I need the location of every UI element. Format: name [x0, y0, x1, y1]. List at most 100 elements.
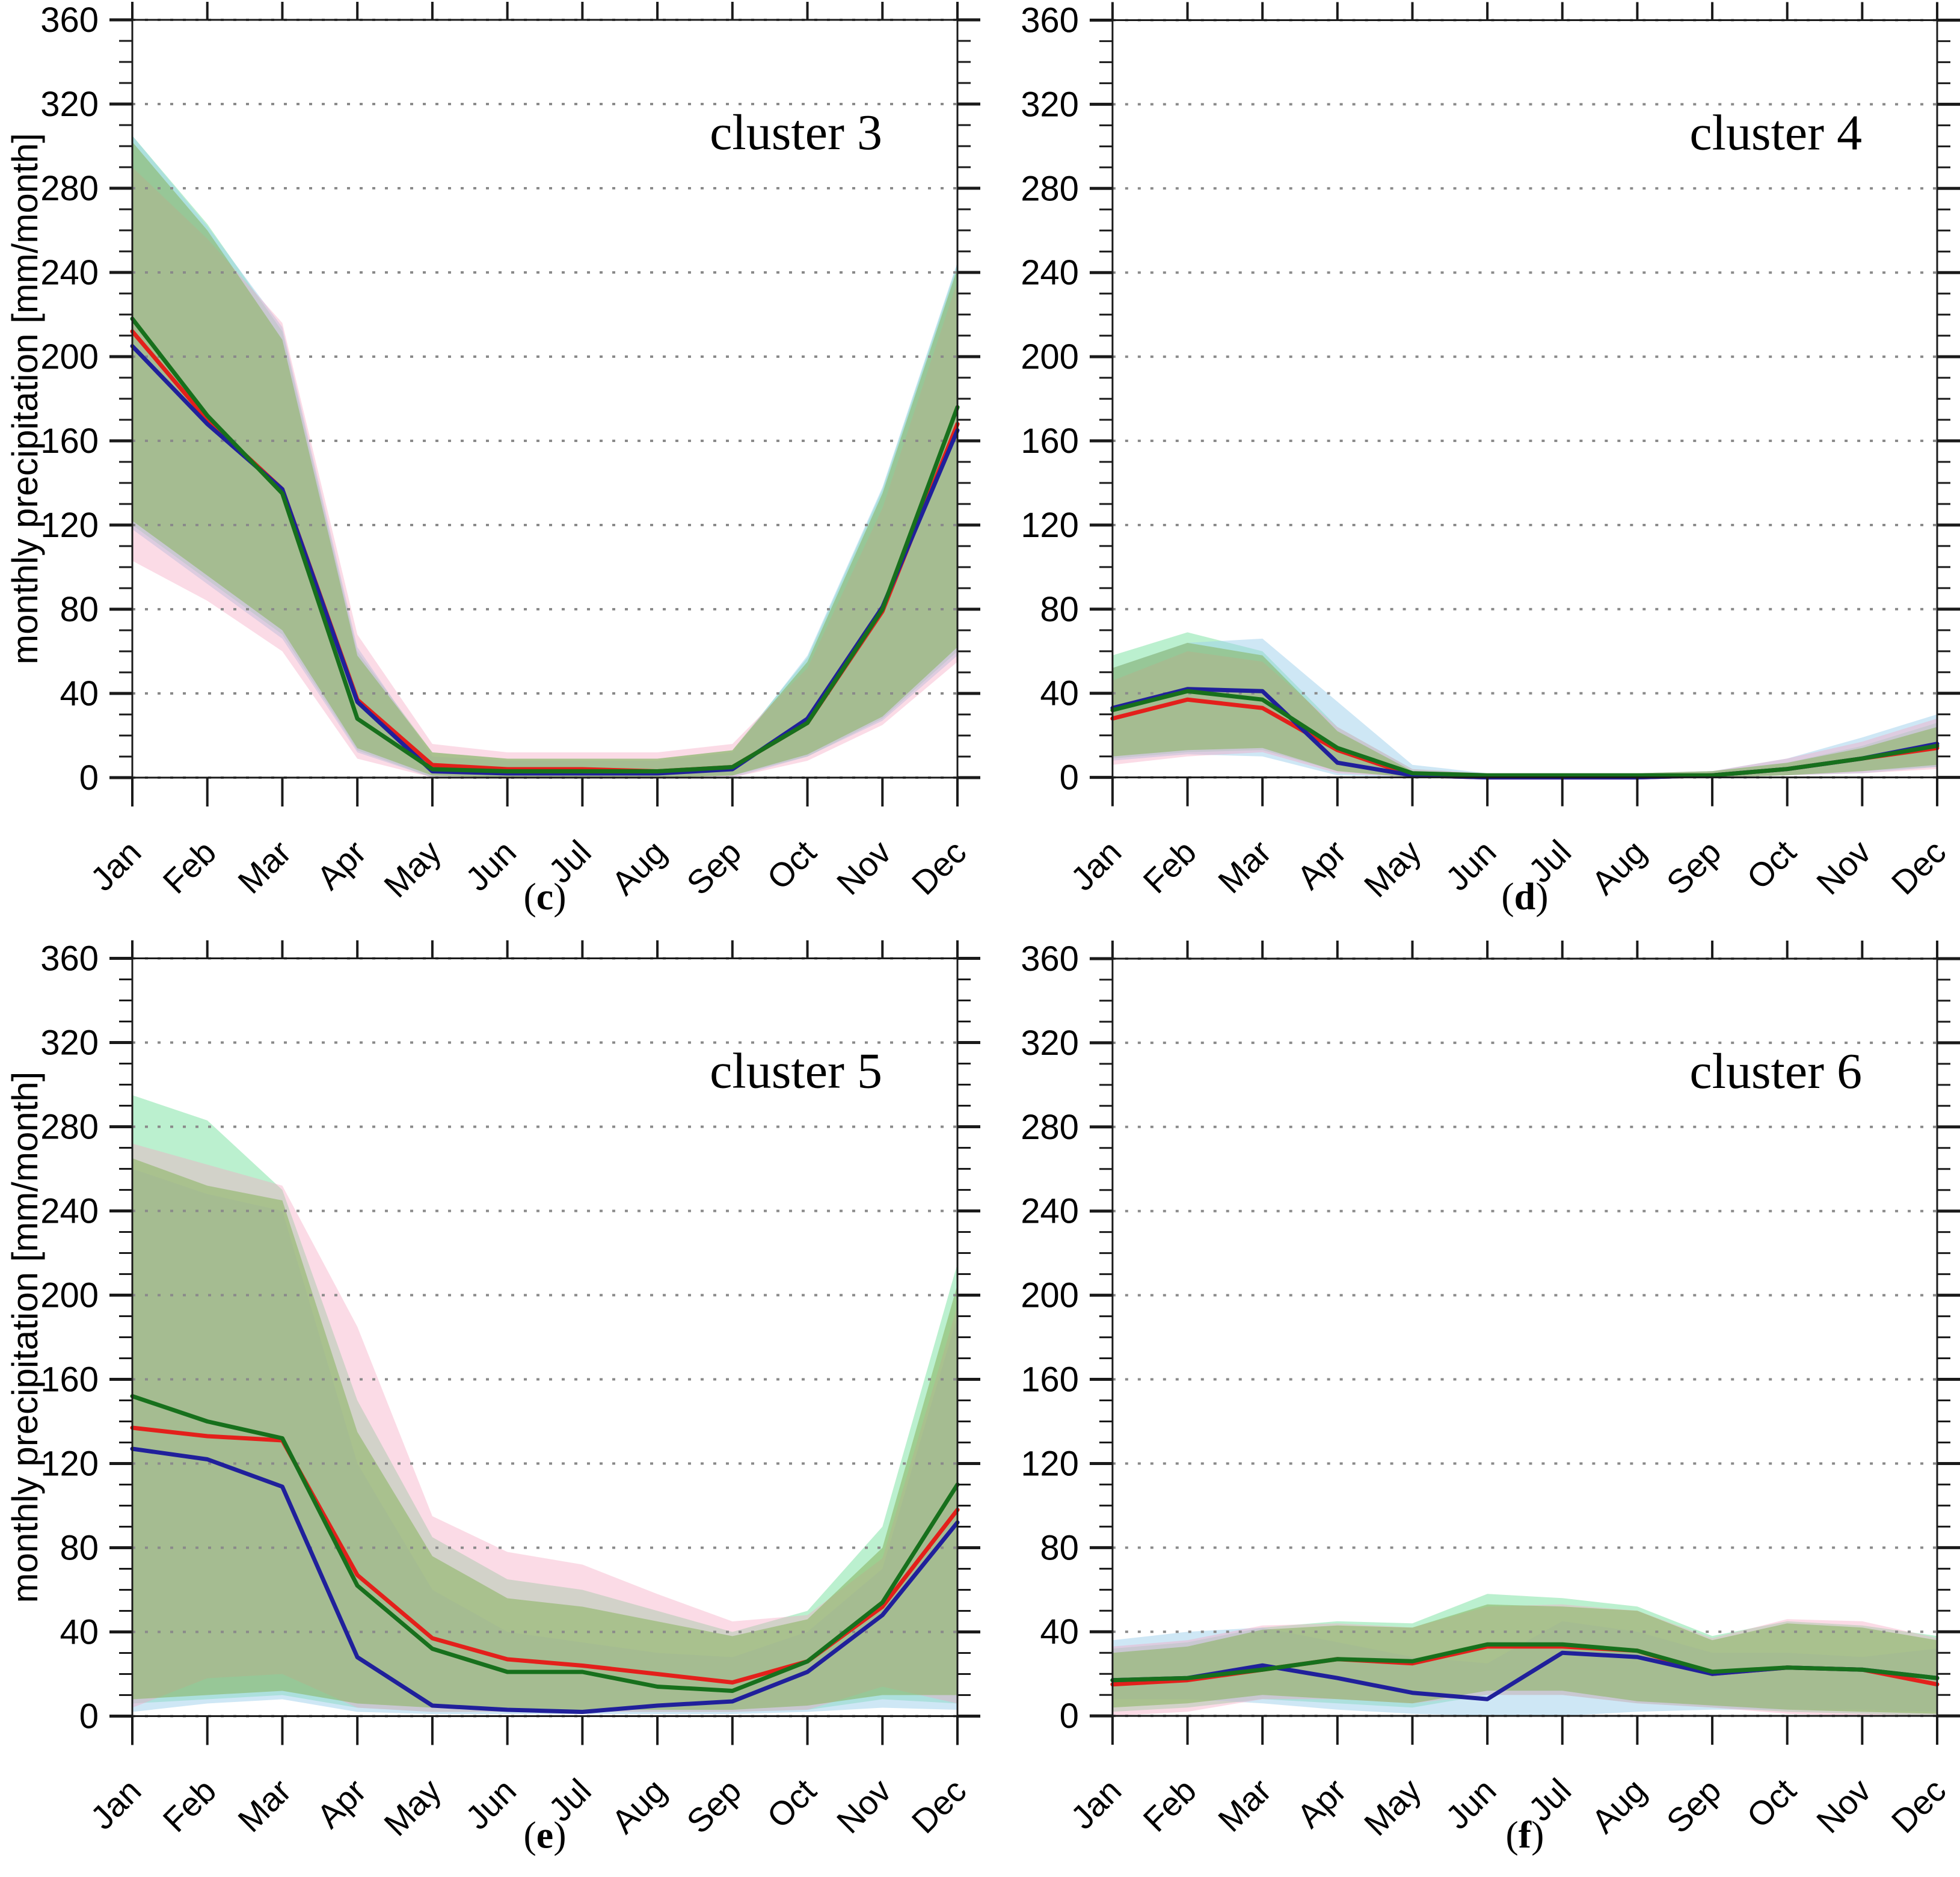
panel-title: cluster 4 [1689, 105, 1862, 161]
chart-e: 0 40 80 120 160 200 240 280 320 360 Jan Feb Mar Apr Ma… [5, 939, 980, 1857]
y-tick-label: 240 [40, 253, 99, 292]
y-tick-label: 80 [60, 1529, 99, 1568]
y-tick-label: 120 [40, 506, 99, 545]
y-tick-label: 360 [1021, 940, 1079, 978]
panel-cluster-4: 0 40 80 120 160 200 240 280 320 360 Jan Feb Mar Apr Ma… [980, 0, 1960, 938]
y-tick-label: 200 [40, 1276, 99, 1315]
month-label: Jan [83, 833, 148, 898]
y-tick-label: 80 [60, 590, 99, 629]
green-band [132, 142, 957, 778]
month-label: Oct [760, 1771, 823, 1835]
green-line [130, 1394, 960, 1693]
y-tick-label: 200 [1021, 1277, 1079, 1315]
panel-cluster-5: 0 40 80 120 160 200 240 280 320 360 Jan Feb Mar Apr Ma… [0, 938, 980, 1877]
chart-c: 0 40 80 120 160 200 240 280 320 360 Jan Feb Mar Apr Ma… [5, 1, 980, 918]
axes [109, 2, 980, 806]
y-axis-label: monthly precipitation [mm/month] [5, 133, 45, 665]
green-line [130, 316, 960, 773]
green-line [1110, 689, 1940, 778]
panel-caption: (e) [523, 1814, 566, 1857]
month-label: Dec [1884, 833, 1953, 902]
chart-d: 0 40 80 120 160 200 240 280 320 360 Jan Feb Mar Apr Ma… [1021, 1, 1960, 918]
month-label: Dec [1884, 1771, 1953, 1840]
axes [1089, 940, 1960, 1745]
month-label: Sep [679, 833, 748, 902]
axes [1089, 2, 1960, 806]
month-label: Jan [1063, 1771, 1128, 1836]
panel-title: cluster 5 [710, 1043, 882, 1099]
y-tick-label: 360 [40, 939, 99, 978]
month-label: Jan [83, 1771, 148, 1836]
green-band [132, 1158, 957, 1710]
y-tick-label: 240 [40, 1192, 99, 1231]
y-tick-label: 160 [1021, 422, 1079, 461]
y-axis-label: monthly precipitation [mm/month] [5, 1072, 45, 1603]
y-tick-label: 40 [1040, 675, 1078, 713]
y-tick-label: 280 [40, 1108, 99, 1147]
y-tick-label: 120 [40, 1445, 99, 1484]
month-label: Jun [458, 833, 523, 898]
y-tick-label: 320 [1021, 1024, 1079, 1063]
month-label: Apr [1289, 1771, 1353, 1835]
month-label: Sep [679, 1771, 748, 1840]
y-tick-label: 200 [40, 337, 99, 376]
month-label: Mar [230, 1771, 298, 1839]
month-label: Sep [1659, 833, 1728, 902]
y-tick-label: 80 [1040, 1529, 1078, 1567]
month-label: May [376, 833, 448, 905]
panel-caption: (f) [1505, 1813, 1544, 1856]
month-label: Feb [1135, 1771, 1203, 1839]
month-label: Oct [1739, 1771, 1803, 1835]
y-tick-label: 120 [1021, 506, 1079, 545]
month-label: Aug [604, 1771, 674, 1840]
panel-cluster-6: 0 40 80 120 160 200 240 280 320 360 Jan Feb Mar Apr Ma… [980, 938, 1960, 1877]
month-label: May [1357, 1771, 1428, 1843]
y-tick-label: 0 [79, 1697, 99, 1736]
y-tick-label: 120 [1021, 1445, 1079, 1483]
series [130, 316, 960, 776]
bands [132, 1095, 957, 1714]
panel-title: cluster 3 [710, 105, 882, 161]
green-line [1110, 1642, 1940, 1683]
month-label: Aug [604, 833, 674, 902]
month-label: Nov [829, 833, 899, 902]
y-tick-label: 160 [40, 1360, 99, 1399]
month-label: May [1357, 833, 1428, 905]
panel-cluster-3: 0 40 80 120 160 200 240 280 320 360 Jan Feb Mar Apr Ma… [0, 0, 980, 938]
bands [132, 135, 957, 778]
month-label: Aug [1584, 833, 1653, 902]
month-label: Jun [458, 1771, 523, 1836]
month-label: Mar [1211, 1771, 1279, 1839]
month-label: Oct [760, 833, 823, 897]
chart-f: 0 40 80 120 160 200 240 280 320 360 Jan Feb Mar Apr Ma… [1021, 940, 1960, 1856]
month-label: Dec [905, 1771, 974, 1840]
y-tick-label: 0 [1060, 759, 1079, 797]
month-label: Mar [230, 833, 298, 901]
axes [109, 940, 980, 1745]
month-label: Jun [1438, 833, 1503, 898]
month-label: Feb [1135, 833, 1203, 901]
y-tick-label: 240 [1021, 254, 1079, 292]
month-label: Mar [1211, 833, 1279, 901]
month-label: Nov [1809, 1771, 1878, 1840]
month-label: Sep [1659, 1771, 1728, 1840]
y-tick-label: 160 [40, 422, 99, 461]
y-tick-label: 0 [79, 758, 99, 797]
panel-title: cluster 6 [1689, 1043, 1862, 1099]
panel-caption: (d) [1501, 875, 1548, 918]
series [1110, 1642, 1940, 1701]
y-tick-label: 0 [1060, 1697, 1079, 1736]
y-tick-label: 80 [1040, 591, 1078, 629]
green-band [1112, 1604, 1938, 1714]
month-label: Jan [1063, 833, 1128, 898]
month-label: Oct [1739, 832, 1803, 896]
panel-caption: (c) [523, 875, 566, 918]
month-label: Jun [1438, 1771, 1503, 1836]
month-label: Aug [1584, 1771, 1653, 1840]
y-tick-label: 160 [1021, 1361, 1079, 1399]
y-tick-label: 240 [1021, 1193, 1079, 1231]
month-label: Nov [829, 1771, 899, 1840]
month-label: May [376, 1771, 448, 1843]
month-label: Apr [1289, 833, 1353, 897]
